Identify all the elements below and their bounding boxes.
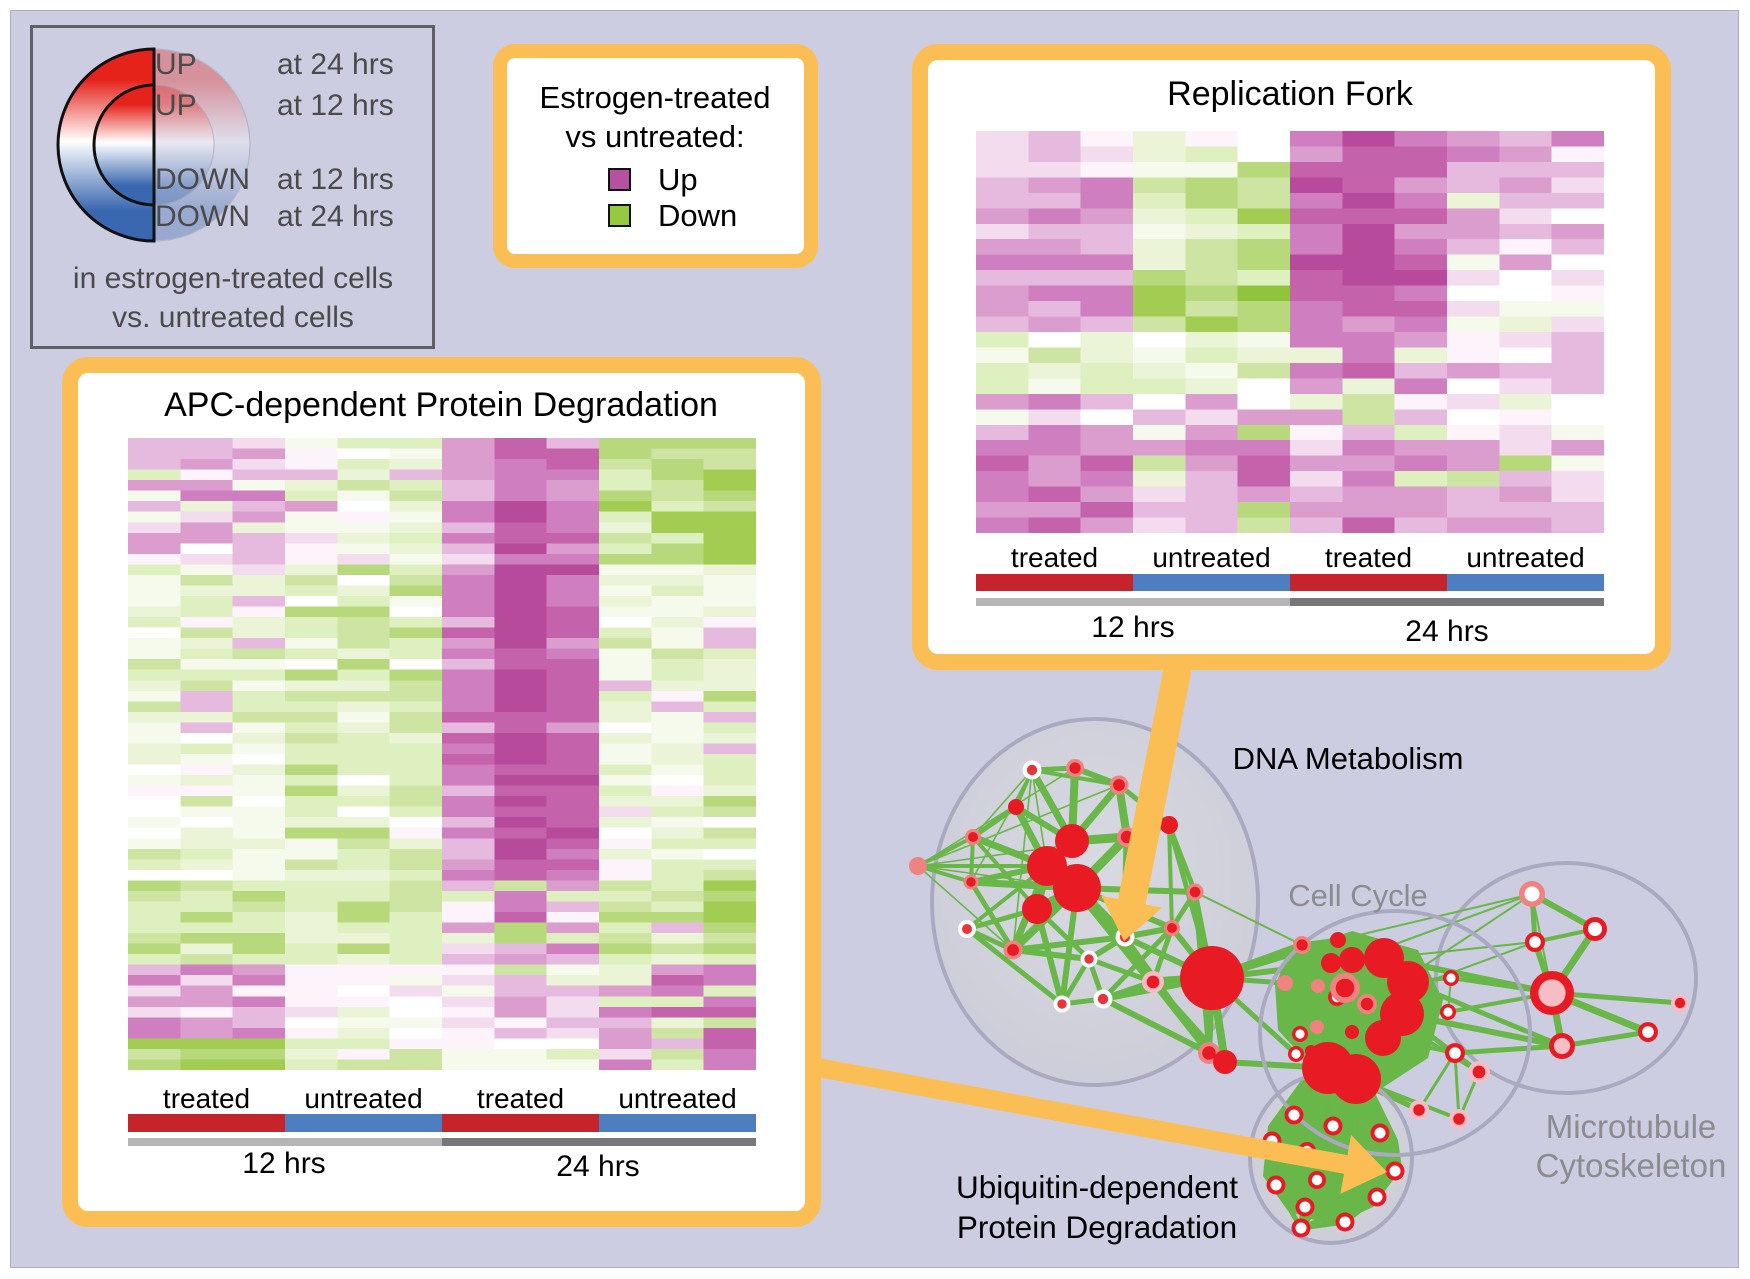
svg-text:Protein Degradation: Protein Degradation: [957, 1209, 1237, 1245]
svg-text:Cytoskeleton: Cytoskeleton: [1536, 1147, 1727, 1184]
svg-text:Microtubule: Microtubule: [1546, 1108, 1717, 1145]
svg-text:Cell Cycle: Cell Cycle: [1288, 878, 1428, 913]
svg-text:Ubiquitin-dependent: Ubiquitin-dependent: [956, 1169, 1238, 1205]
svg-text:DNA Metabolism: DNA Metabolism: [1233, 741, 1464, 776]
